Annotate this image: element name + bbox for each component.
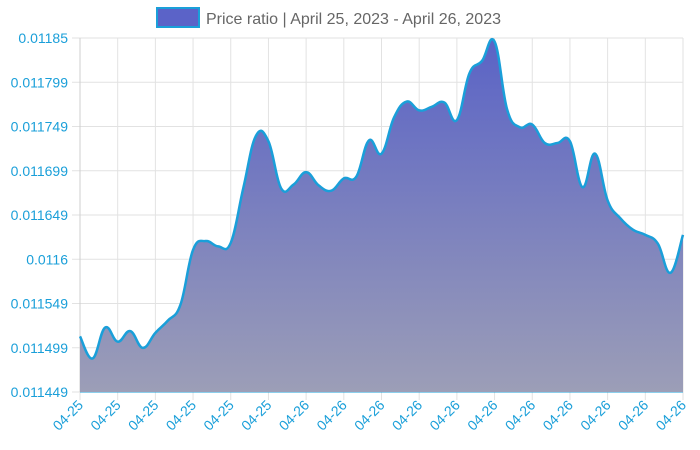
x-tick-label: 04-26: [539, 397, 576, 434]
series-line: [78, 38, 685, 360]
y-tick-label: 0.011499: [11, 340, 69, 356]
chart-series: [78, 38, 685, 393]
x-tick-label: 04-26: [464, 397, 501, 434]
y-tick-label: 0.011649: [11, 207, 69, 223]
x-axis-tick-labels: 04-25 04-25 04-25 04-25 04-25 04-25 04-26 04-26…: [49, 397, 689, 434]
y-tick-label: 0.0116: [26, 251, 68, 267]
y-axis-tick-labels: 0.01185 0.011799 0.011749 0.011699 0.011649 0…: [11, 30, 69, 400]
y-tick-label: 0.011699: [11, 163, 69, 179]
x-tick-label: 04-25: [163, 397, 200, 434]
legend-label[interactable]: Price ratio | April 25, 2023 - April 26,…: [206, 11, 501, 28]
y-tick-label: 0.01185: [18, 30, 68, 46]
x-tick-label: 04-25: [125, 397, 162, 434]
x-tick-label: 04-25: [200, 397, 237, 434]
x-tick-label: 04-26: [615, 397, 652, 434]
x-tick-label: 04-26: [313, 397, 350, 434]
y-tick-label: 0.011449: [11, 384, 69, 400]
legend-swatch[interactable]: [156, 7, 200, 28]
x-tick-label: 04-26: [577, 397, 614, 434]
x-tick-label: 04-26: [351, 397, 388, 434]
x-tick-label: 04-26: [652, 397, 689, 434]
x-tick-label: 04-25: [238, 397, 275, 434]
x-tick-label: 04-26: [426, 397, 463, 434]
series-area-fill: [80, 39, 683, 393]
x-tick-label: 04-26: [276, 397, 313, 434]
x-tick-label: 04-26: [502, 397, 539, 434]
y-tick-label: 0.011749: [11, 119, 69, 135]
y-tick-label: 0.011799: [11, 74, 69, 90]
chart-legend[interactable]: Price ratio | April 25, 2023 - April 26,…: [156, 7, 501, 28]
x-tick-label: 04-25: [87, 397, 124, 434]
x-tick-label: 04-25: [49, 397, 86, 434]
x-tick-label: 04-26: [389, 397, 426, 434]
y-tick-label: 0.011549: [11, 296, 69, 312]
